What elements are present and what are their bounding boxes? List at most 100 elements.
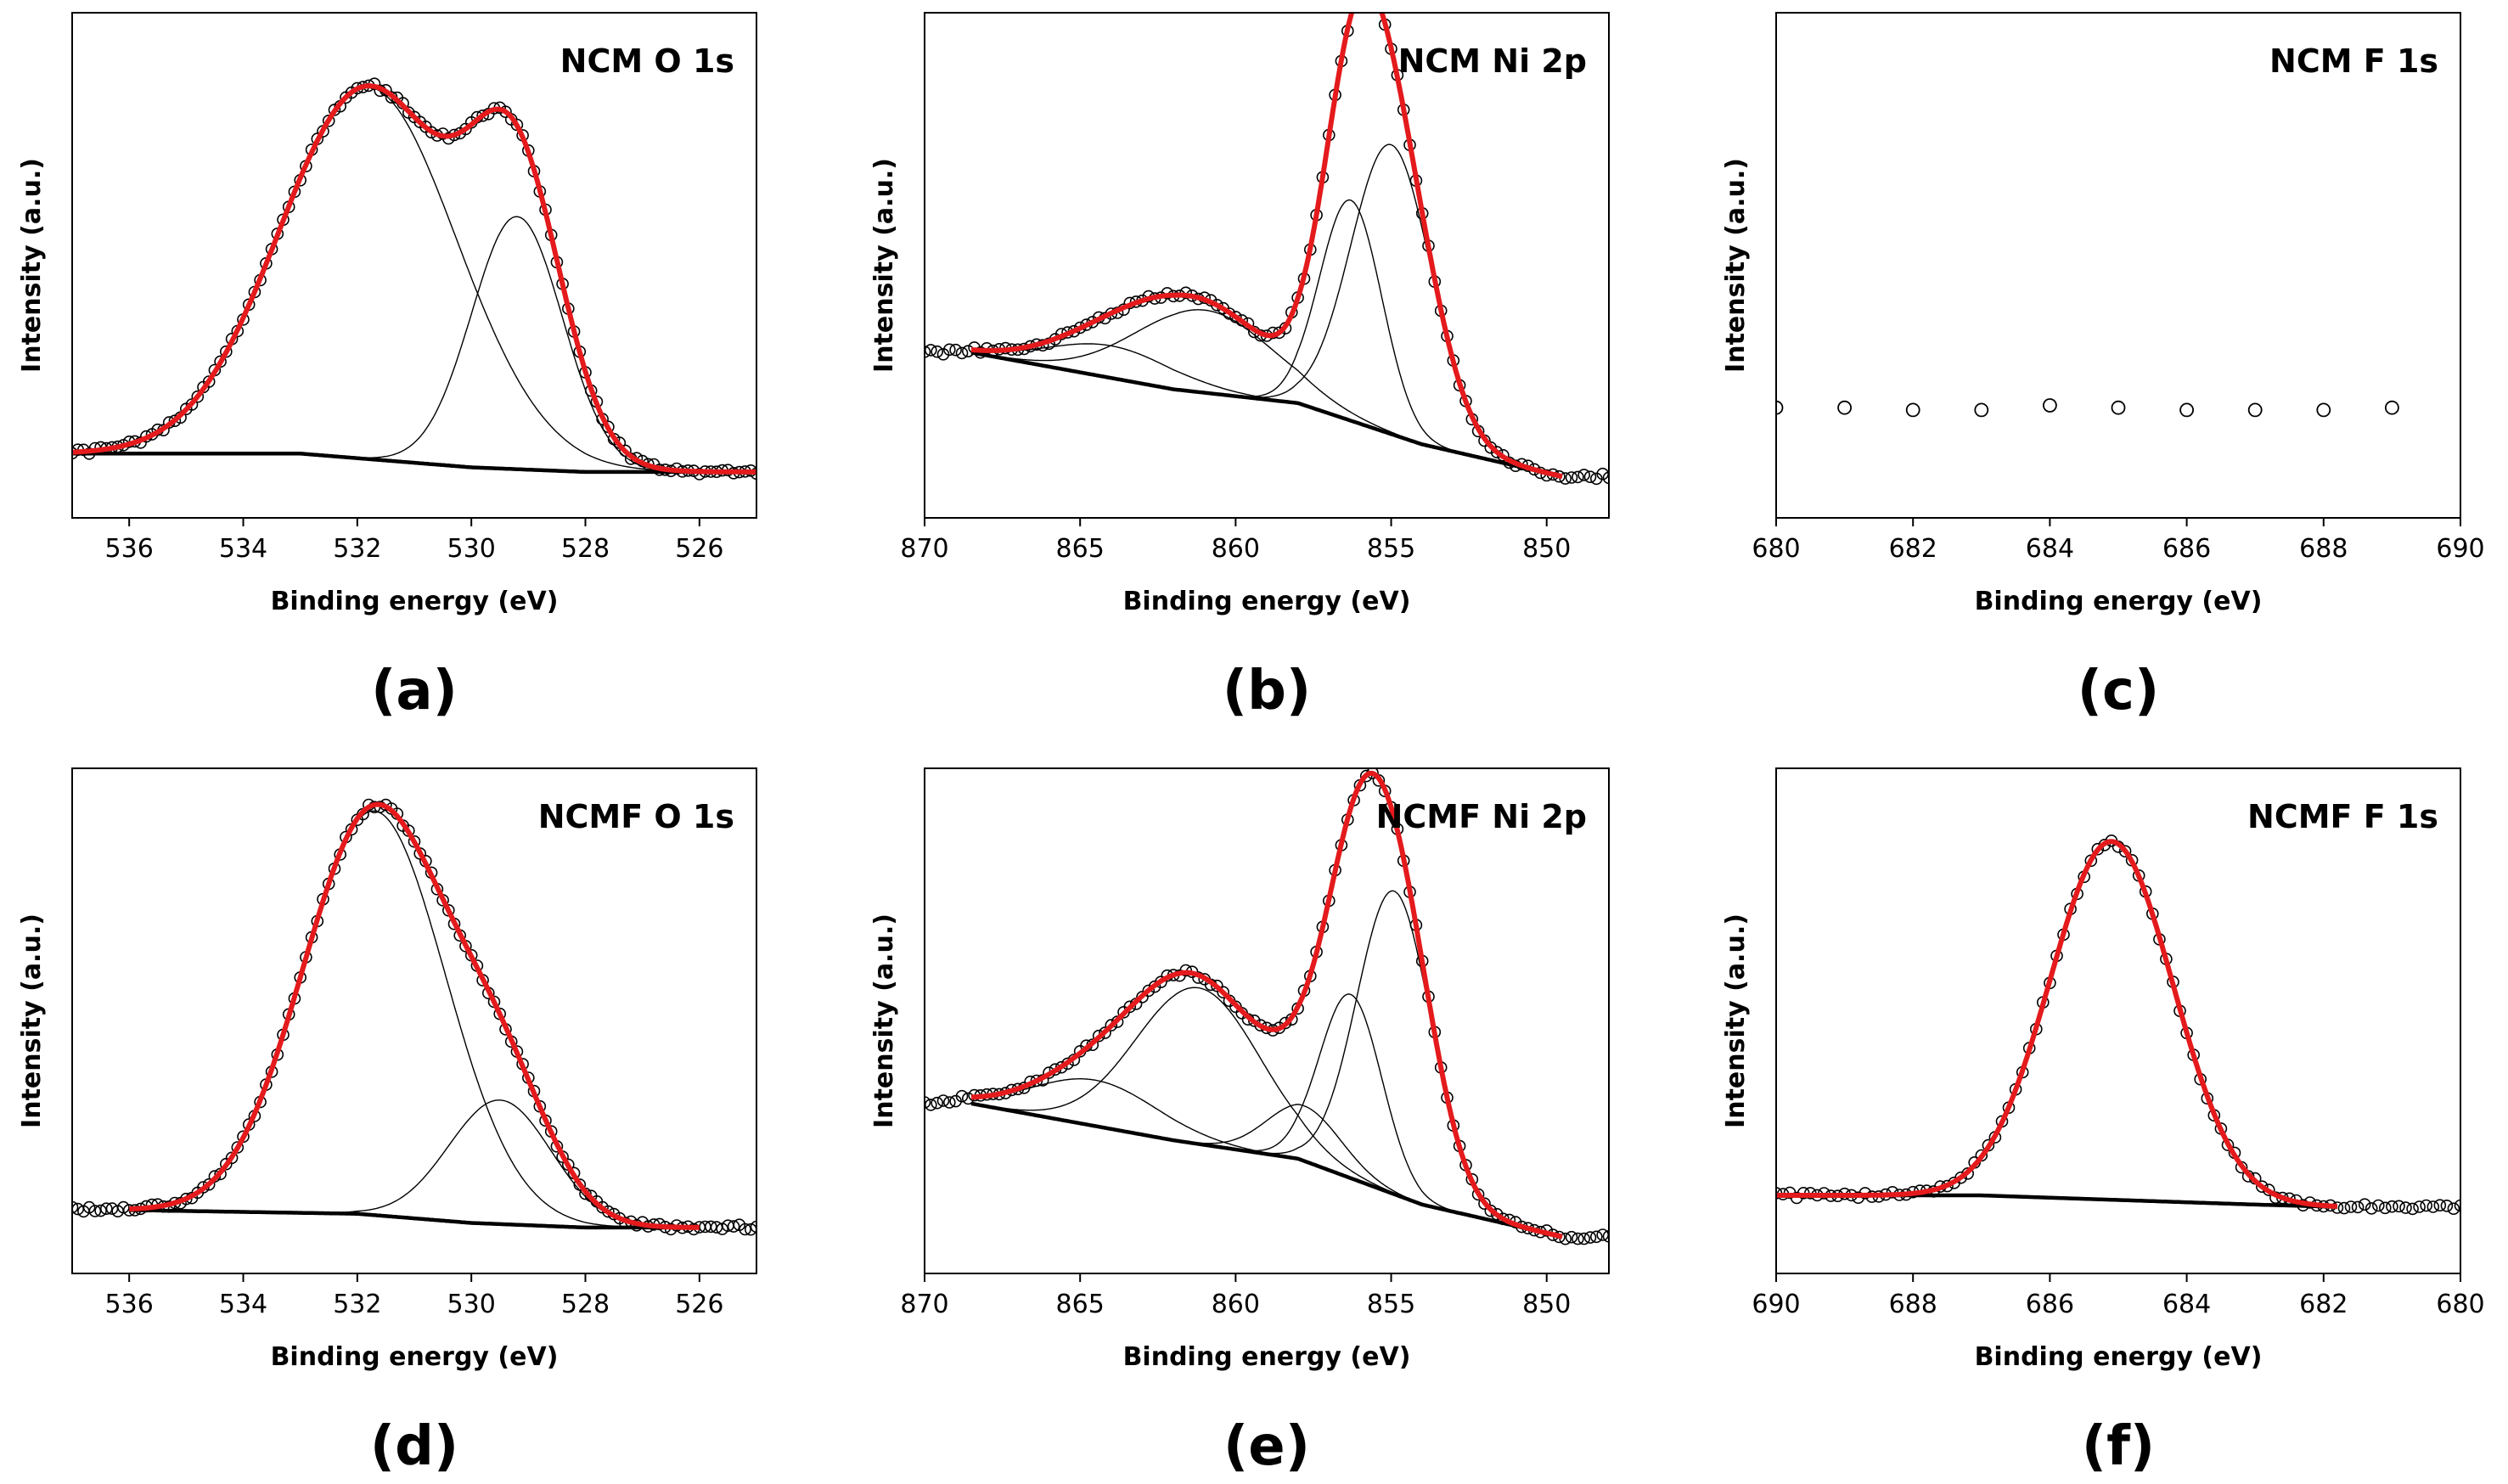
data-point [351, 813, 364, 827]
x-tick-label: 688 [1889, 1290, 1937, 1319]
x-tick-label: 865 [1056, 534, 1105, 564]
data-point [750, 1220, 756, 1234]
data-point [2399, 1201, 2412, 1214]
data-point [1092, 1029, 1105, 1043]
data-point [100, 1202, 113, 1215]
x-tick-label: 860 [1212, 1290, 1260, 1319]
data-point [936, 1094, 950, 1107]
data-point [1602, 471, 1609, 485]
data-point [1776, 400, 1784, 415]
data-point [1359, 769, 1373, 783]
x-tick-label: 530 [447, 534, 496, 564]
x-tick-label: 855 [1367, 534, 1415, 564]
x-tick-label: 690 [1752, 1290, 1800, 1319]
x-tick-label: 855 [1367, 1290, 1415, 1319]
panel-title: NCM O 1s [560, 42, 734, 80]
data-point [1572, 1232, 1584, 1245]
x-tick-label: 532 [333, 534, 381, 564]
data-point [1583, 1231, 1597, 1244]
data-point [219, 1157, 233, 1171]
data-point [2118, 845, 2132, 858]
data-point [2042, 398, 2057, 413]
data-point [931, 345, 943, 358]
data-point [1577, 469, 1590, 481]
data-point [105, 1202, 119, 1215]
data-point [2256, 1180, 2269, 1193]
x-tick-label: 682 [1889, 534, 1937, 564]
data-point [111, 1205, 124, 1217]
plot-frame [71, 12, 757, 519]
x-tick-label: 870 [900, 1290, 948, 1319]
x-tick-label: 690 [2436, 534, 2484, 564]
component-peak-1 [72, 86, 756, 473]
data-point [77, 1205, 90, 1218]
data-point [202, 1178, 216, 1191]
plot-area [72, 77, 756, 481]
plot-frame [924, 767, 1610, 1274]
panel-title: NCM Ni 2p [1398, 42, 1587, 80]
y-axis-label: Intensity (a.u.) [17, 913, 47, 1128]
data-point [1602, 1230, 1609, 1243]
panel-letter: (f) [2082, 1415, 2155, 1478]
data-point [2426, 1200, 2440, 1213]
data-point [2379, 1201, 2392, 1215]
data-point [1565, 471, 1578, 484]
data-point [2337, 1201, 2351, 1215]
data-point [2384, 400, 2399, 415]
panel-b: 870 865 860 855 850 Binding energy (eV) Intens… [869, 0, 1610, 722]
component-peak-1 [129, 810, 700, 1228]
plot-area [1776, 398, 2399, 418]
plot-area [1776, 834, 2460, 1216]
data-point [1577, 1232, 1590, 1245]
x-tick-label: 536 [105, 534, 154, 564]
data-point [1478, 1197, 1491, 1210]
x-tick-label: 865 [1056, 1290, 1105, 1319]
panel-e: 870 865 860 855 850 Binding energy (eV) Intens… [869, 767, 1610, 1478]
data-point [476, 110, 489, 122]
panel-d: 536 534 532 530 528 526 Binding energy (eV) Int… [17, 767, 757, 1478]
x-tick-label: 688 [2299, 534, 2348, 564]
background-line [970, 351, 1563, 479]
x-tick-label: 686 [2162, 534, 2211, 564]
data-point [72, 1200, 79, 1214]
data-point [1905, 402, 1920, 418]
x-tick-label: 682 [2299, 1290, 2348, 1319]
y-axis-label: Intensity (a.u.) [1721, 913, 1751, 1128]
data-point [2393, 1200, 2405, 1213]
x-axis-label: Binding energy (eV) [1123, 587, 1411, 616]
data-point [1142, 984, 1156, 998]
data-point [2433, 1199, 2447, 1211]
data-point [231, 1141, 245, 1154]
data-point [1490, 1207, 1504, 1221]
data-point [936, 347, 950, 361]
x-tick-label: 526 [675, 1290, 723, 1319]
data-point [2365, 1202, 2378, 1215]
x-tick-label: 528 [561, 534, 610, 564]
envelope-fit [129, 801, 700, 1230]
data-point [2447, 1202, 2460, 1215]
plot-frame [924, 12, 1610, 519]
x-tick-label: 534 [219, 1290, 267, 1319]
data-point [2316, 402, 2331, 418]
data-point [191, 390, 205, 403]
x-tick-label: 686 [2026, 1290, 2074, 1319]
data-point [1229, 311, 1242, 323]
data-point [1974, 402, 1989, 418]
panel-letter: (b) [1223, 660, 1311, 722]
data-point [2179, 402, 2195, 418]
x-tick-label: 532 [333, 1290, 381, 1319]
data-point [1596, 1228, 1609, 1241]
data-point [1348, 0, 1359, 9]
data-point [2351, 1200, 2365, 1214]
x-axis-label: Binding energy (eV) [271, 587, 559, 616]
panel-title: NCMF Ni 2p [1376, 798, 1587, 835]
data-point [2111, 400, 2126, 415]
envelope-fit [1776, 839, 2338, 1210]
panel-f: 690 688 686 684 682 680 Binding energy (eV) Int… [1721, 767, 2485, 1478]
data-point [1136, 991, 1149, 1003]
x-axis-label: Binding energy (eV) [271, 1342, 559, 1372]
x-tick-label: 530 [447, 1290, 496, 1319]
data-point [949, 343, 962, 357]
data-point [727, 1220, 740, 1233]
